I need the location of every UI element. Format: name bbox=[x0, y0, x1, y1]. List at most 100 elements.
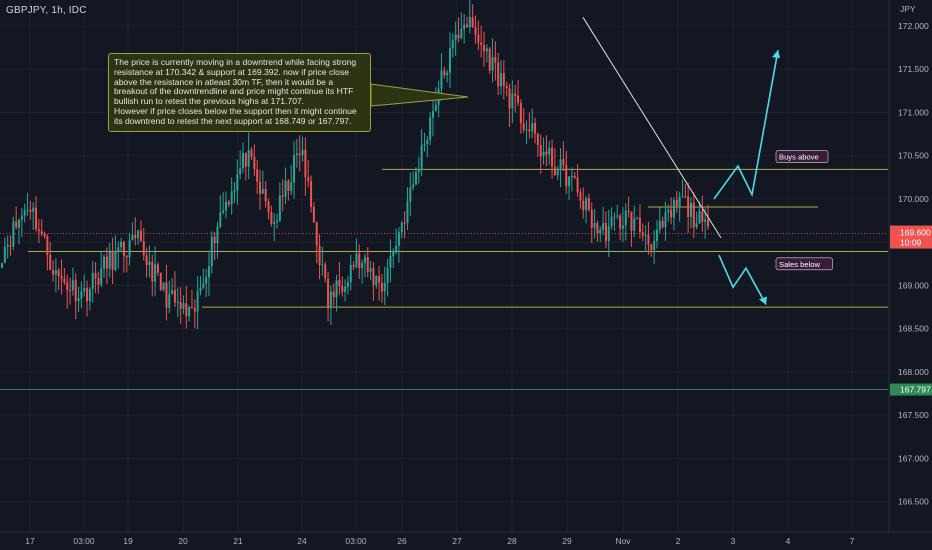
time-tick-label: 21 bbox=[233, 536, 243, 546]
candle-body bbox=[148, 261, 151, 266]
candle-body bbox=[624, 210, 627, 226]
bullish-projection-arrow[interactable] bbox=[713, 50, 779, 200]
candle-body bbox=[406, 201, 409, 224]
candle-body bbox=[689, 202, 692, 217]
candle-body bbox=[460, 29, 463, 39]
candle-body bbox=[120, 241, 123, 248]
sales-below-label[interactable]: Sales below bbox=[775, 257, 833, 271]
candle-body bbox=[227, 201, 230, 205]
candle-body bbox=[684, 196, 687, 198]
candle-body bbox=[638, 217, 641, 233]
candle-body bbox=[190, 306, 193, 308]
time-tick-label: 19 bbox=[123, 536, 133, 546]
candle-body bbox=[332, 291, 335, 298]
buys-above-label[interactable]: Buys above bbox=[775, 150, 829, 163]
candle-body bbox=[477, 34, 480, 43]
candle-body bbox=[122, 241, 125, 257]
candle-body bbox=[293, 154, 296, 183]
symbol-label[interactable]: GBPJPY, 1h, IDC bbox=[6, 5, 87, 16]
candle-body bbox=[491, 57, 494, 71]
candle-body bbox=[193, 307, 196, 312]
candle-body bbox=[647, 234, 650, 245]
downtrend-line[interactable] bbox=[582, 17, 722, 239]
support-price-tag: 167.797 bbox=[890, 383, 932, 396]
horizontal-levels[interactable] bbox=[0, 168, 888, 391]
candle-body bbox=[378, 276, 381, 283]
candle-body bbox=[182, 303, 185, 309]
candle-body bbox=[400, 222, 403, 233]
annotation-callout[interactable]: The price is currently moving in a downt… bbox=[108, 53, 371, 132]
candle-body bbox=[596, 223, 599, 234]
candle-body bbox=[570, 175, 573, 177]
candle-body bbox=[57, 269, 60, 277]
candle-body bbox=[114, 251, 117, 270]
price-tick-label: 168.000 bbox=[898, 367, 929, 377]
candle-body bbox=[701, 210, 704, 222]
candle-body bbox=[440, 70, 443, 89]
candle-body bbox=[278, 195, 281, 221]
candle-body bbox=[448, 48, 451, 73]
candle-body bbox=[97, 278, 100, 285]
drawings[interactable]: Buys above Sales below bbox=[370, 17, 833, 305]
candle-body bbox=[556, 168, 559, 176]
candle-body bbox=[74, 280, 77, 302]
candle-body bbox=[244, 152, 247, 167]
candle-body bbox=[661, 220, 664, 228]
candle-body bbox=[171, 290, 174, 295]
candle-body bbox=[664, 212, 667, 228]
candle-body bbox=[341, 285, 344, 292]
candle-body bbox=[77, 298, 80, 302]
price-tick-label: 171.500 bbox=[898, 64, 929, 74]
candle-body bbox=[372, 268, 375, 286]
candle-body bbox=[60, 276, 63, 279]
candle-body bbox=[63, 278, 66, 283]
candle-body bbox=[307, 177, 310, 182]
candle-body bbox=[270, 212, 273, 225]
candle-body bbox=[502, 73, 505, 86]
candle-body bbox=[264, 188, 267, 202]
price-tick-label: 172.000 bbox=[898, 21, 929, 31]
price-tick-label: 167.500 bbox=[898, 410, 929, 420]
candle-body bbox=[284, 180, 287, 197]
candle-body bbox=[531, 123, 534, 132]
candle-body bbox=[582, 200, 585, 211]
candle-body bbox=[23, 210, 26, 216]
candle-body bbox=[40, 231, 43, 235]
candle-body bbox=[222, 210, 225, 213]
candle-body bbox=[100, 268, 103, 285]
time-tick-label: 28 bbox=[507, 536, 517, 546]
price-tick-label: 169.000 bbox=[898, 280, 929, 290]
candle-body bbox=[54, 269, 57, 275]
candle-body bbox=[216, 226, 219, 244]
candle-body bbox=[276, 220, 279, 223]
candle-body bbox=[131, 234, 134, 241]
candle-body bbox=[80, 290, 83, 299]
candle-body bbox=[91, 272, 94, 289]
candle-body bbox=[692, 202, 695, 228]
time-tick-label: Nov bbox=[615, 536, 631, 546]
time-tick-label: 7 bbox=[850, 536, 855, 546]
candle-body bbox=[69, 290, 72, 292]
candle-body bbox=[236, 174, 239, 191]
candle-body bbox=[545, 151, 548, 155]
candle-body bbox=[553, 166, 556, 176]
candle-body bbox=[165, 282, 168, 308]
candle-body bbox=[704, 219, 707, 222]
candle-body bbox=[154, 264, 157, 282]
candle-body bbox=[29, 209, 32, 212]
candle-body bbox=[290, 182, 293, 191]
bearish-projection-arrow[interactable] bbox=[718, 254, 767, 305]
price-tick-label: 167.000 bbox=[898, 453, 929, 463]
candle-body bbox=[508, 88, 511, 109]
candle-body bbox=[599, 229, 602, 234]
candle-body bbox=[698, 210, 701, 224]
candle-body bbox=[519, 102, 522, 124]
candle-body bbox=[667, 209, 670, 213]
candle-body bbox=[542, 151, 545, 157]
candle-body bbox=[88, 288, 91, 302]
candle-body bbox=[457, 34, 460, 39]
candle-body bbox=[173, 290, 176, 303]
candle-body bbox=[185, 303, 188, 317]
candle-body bbox=[344, 286, 347, 292]
